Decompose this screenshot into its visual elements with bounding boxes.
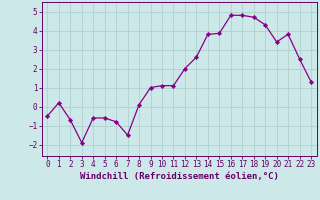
X-axis label: Windchill (Refroidissement éolien,°C): Windchill (Refroidissement éolien,°C) <box>80 172 279 181</box>
